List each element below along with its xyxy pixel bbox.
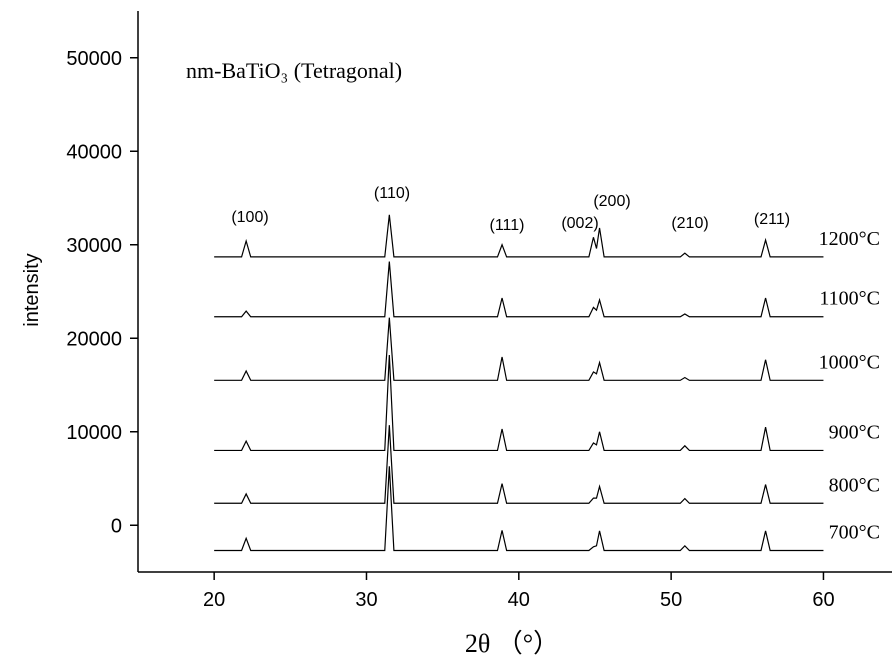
peak-label: (210) (671, 215, 708, 232)
x-axis-label: 2θ （°） (465, 629, 559, 658)
series-label: 900°C (829, 421, 880, 443)
y-tick-label: 0 (111, 515, 122, 537)
series-label: 1000°C (819, 351, 880, 373)
y-tick-label: 40000 (66, 141, 122, 163)
series-label: 700°C (829, 521, 880, 543)
x-tick-label: 50 (660, 589, 682, 611)
y-tick-label: 20000 (66, 328, 122, 350)
series-line (214, 466, 824, 552)
peak-label: (111) (490, 217, 525, 234)
series-line (214, 425, 824, 504)
y-tick-label: 30000 (66, 235, 122, 257)
peak-label: (211) (754, 211, 790, 228)
chart-title: nm-BaTiO₃ (Tetragonal) (186, 58, 402, 83)
peak-label: (002) (561, 215, 598, 232)
series-line (214, 355, 824, 452)
series-label: 1100°C (819, 288, 880, 310)
peak-label: (100) (231, 209, 268, 226)
y-tick-label: 50000 (66, 48, 122, 70)
y-tick-label: 10000 (66, 422, 122, 444)
x-tick-label: 40 (508, 589, 530, 611)
y-axis-label: intensity (21, 253, 43, 326)
series-label: 800°C (829, 474, 880, 496)
series-label: 1200°C (819, 228, 880, 250)
peak-label: (200) (593, 193, 630, 210)
x-tick-label: 60 (812, 589, 834, 611)
x-tick-label: 30 (355, 589, 377, 611)
series-line (214, 317, 824, 381)
series-line (214, 214, 824, 258)
peak-label: (110) (374, 185, 410, 202)
series-line (214, 261, 824, 318)
x-tick-label: 20 (203, 589, 225, 611)
